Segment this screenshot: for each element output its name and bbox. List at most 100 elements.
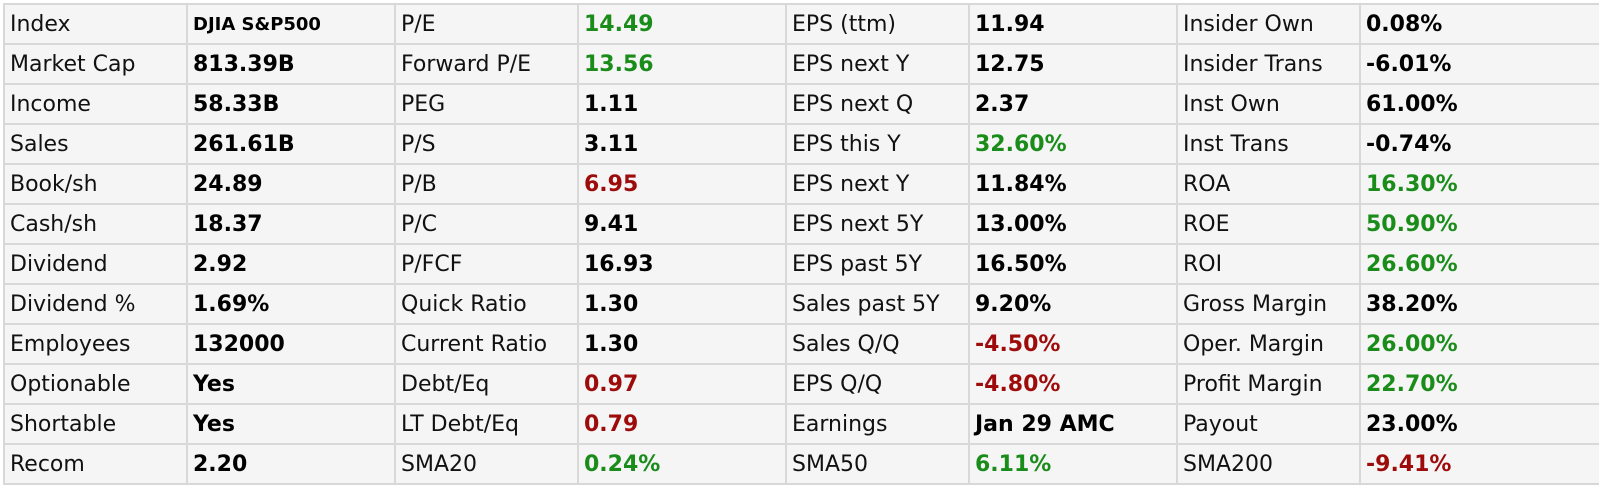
metric-label-recom: Recom [3, 443, 188, 485]
table-row: Index DJIA S&P500 P/E 14.49 EPS (ttm) 11.94 In… [3, 3, 1599, 45]
metric-value-p-c: 9.41 [577, 203, 787, 245]
metric-label-lt-debt-eq: LT Debt/Eq [394, 403, 579, 445]
metric-label-dividend: Dividend % [3, 283, 188, 325]
metric-value-sma50: 6.11% [968, 443, 1178, 485]
metric-label-debt-eq: Debt/Eq [394, 363, 579, 405]
metric-value-roi: 26.60% [1359, 243, 1599, 285]
metric-label-gross-margin: Gross Margin [1176, 283, 1361, 325]
metric-label-employees: Employees [3, 323, 188, 365]
metric-value-forward-p-e: 13.56 [577, 43, 787, 85]
table-row: Book/sh 24.89 P/B 6.95 EPS next Y 11.84% ROA 16… [3, 163, 1599, 205]
metric-value-payout: 23.00% [1359, 403, 1599, 445]
metric-label-payout: Payout [1176, 403, 1361, 445]
metric-value-p-b: 6.95 [577, 163, 787, 205]
metric-value-eps-ttm: 11.94 [968, 3, 1178, 45]
metric-value-sales: 261.61B [186, 123, 396, 165]
table-row: Optionable Yes Debt/Eq 0.97 EPS Q/Q -4.80% Pro… [3, 363, 1599, 405]
metric-label-eps-ttm: EPS (ttm) [785, 3, 970, 45]
table-row: Market Cap 813.39B Forward P/E 13.56 EPS nex… [3, 43, 1599, 85]
metric-value-index: DJIA S&P500 [186, 3, 396, 45]
metric-value-shortable: Yes [186, 403, 396, 445]
metric-value-optionable: Yes [186, 363, 396, 405]
table-row: Recom 2.20 SMA20 0.24% SMA50 6.11% SMA200 -9.41… [3, 443, 1599, 485]
metric-label-p-b: P/B [394, 163, 579, 205]
metric-value-sales-past-5y: 9.20% [968, 283, 1178, 325]
metric-label-peg: PEG [394, 83, 579, 125]
metric-value-sma20: 0.24% [577, 443, 787, 485]
metric-label-oper-margin: Oper. Margin [1176, 323, 1361, 365]
metric-value-lt-debt-eq: 0.79 [577, 403, 787, 445]
metric-label-market-cap: Market Cap [3, 43, 188, 85]
metric-value-insider-trans: -6.01% [1359, 43, 1599, 85]
metric-label-p-fcf: P/FCF [394, 243, 579, 285]
metric-label-eps-next-y: EPS next Y [785, 163, 970, 205]
table-row: Employees 132000 Current Ratio 1.30 Sales Q/… [3, 323, 1599, 365]
metric-label-p-e: P/E [394, 3, 579, 45]
metric-value-roa: 16.30% [1359, 163, 1599, 205]
metric-label-eps-next-q: EPS next Q [785, 83, 970, 125]
metric-label-cash-sh: Cash/sh [3, 203, 188, 245]
metric-label-earnings: Earnings [785, 403, 970, 445]
metric-value-sma200: -9.41% [1359, 443, 1599, 485]
table-row: Income 58.33B PEG 1.11 EPS next Q 2.37 Inst Ow… [3, 83, 1599, 125]
table-row: Dividend 2.92 P/FCF 16.93 EPS past 5Y 16.50% R… [3, 243, 1599, 285]
metric-value-eps-next-q: 2.37 [968, 83, 1178, 125]
metric-label-sales-past-5y: Sales past 5Y [785, 283, 970, 325]
metric-label-eps-q-q: EPS Q/Q [785, 363, 970, 405]
metric-label-eps-this-y: EPS this Y [785, 123, 970, 165]
metric-value-book-sh: 24.89 [186, 163, 396, 205]
metric-label-p-c: P/C [394, 203, 579, 245]
metric-value-eps-this-y: 32.60% [968, 123, 1178, 165]
metric-label-sma200: SMA200 [1176, 443, 1361, 485]
metric-label-quick-ratio: Quick Ratio [394, 283, 579, 325]
metric-value-p-e: 14.49 [577, 3, 787, 45]
metric-label-profit-margin: Profit Margin [1176, 363, 1361, 405]
metric-value-market-cap: 813.39B [186, 43, 396, 85]
metric-value-employees: 132000 [186, 323, 396, 365]
metric-label-sma20: SMA20 [394, 443, 579, 485]
metric-value-eps-next-y: 12.75 [968, 43, 1178, 85]
metric-value-inst-own: 61.00% [1359, 83, 1599, 125]
metric-value-gross-margin: 38.20% [1359, 283, 1599, 325]
metric-label-current-ratio: Current Ratio [394, 323, 579, 365]
metric-value-eps-next-y: 11.84% [968, 163, 1178, 205]
metric-label-roa: ROA [1176, 163, 1361, 205]
metric-value-recom: 2.20 [186, 443, 396, 485]
metric-label-forward-p-e: Forward P/E [394, 43, 579, 85]
metric-label-roe: ROE [1176, 203, 1361, 245]
metric-value-eps-past-5y: 16.50% [968, 243, 1178, 285]
metric-label-insider-trans: Insider Trans [1176, 43, 1361, 85]
metric-label-sales: Sales [3, 123, 188, 165]
metric-label-dividend: Dividend [3, 243, 188, 285]
metric-label-optionable: Optionable [3, 363, 188, 405]
metric-label-sales-q-q: Sales Q/Q [785, 323, 970, 365]
metric-value-dividend: 1.69% [186, 283, 396, 325]
metric-label-insider-own: Insider Own [1176, 3, 1361, 45]
metric-label-eps-next-y: EPS next Y [785, 43, 970, 85]
metric-label-income: Income [3, 83, 188, 125]
table-row: Cash/sh 18.37 P/C 9.41 EPS next 5Y 13.00% ROE 5… [3, 203, 1599, 245]
metric-value-eps-next-5y: 13.00% [968, 203, 1178, 245]
metric-label-roi: ROI [1176, 243, 1361, 285]
metric-value-peg: 1.11 [577, 83, 787, 125]
fundamentals-snapshot-table: Index DJIA S&P500 P/E 14.49 EPS (ttm) 11.94 In… [3, 3, 1599, 485]
metric-label-eps-next-5y: EPS next 5Y [785, 203, 970, 245]
table-row: Dividend % 1.69% Quick Ratio 1.30 Sales past… [3, 283, 1599, 325]
metric-value-sales-q-q: -4.50% [968, 323, 1178, 365]
metric-value-quick-ratio: 1.30 [577, 283, 787, 325]
metric-value-roe: 50.90% [1359, 203, 1599, 245]
metric-value-cash-sh: 18.37 [186, 203, 396, 245]
metric-value-current-ratio: 1.30 [577, 323, 787, 365]
metric-label-sma50: SMA50 [785, 443, 970, 485]
metric-value-eps-q-q: -4.80% [968, 363, 1178, 405]
metric-value-income: 58.33B [186, 83, 396, 125]
metric-value-profit-margin: 22.70% [1359, 363, 1599, 405]
metric-value-earnings: Jan 29 AMC [968, 403, 1178, 445]
metric-value-p-fcf: 16.93 [577, 243, 787, 285]
metric-value-insider-own: 0.08% [1359, 3, 1599, 45]
metric-value-dividend: 2.92 [186, 243, 396, 285]
snapshot-table-body: Index DJIA S&P500 P/E 14.49 EPS (ttm) 11.94 In… [3, 3, 1599, 485]
metric-label-eps-past-5y: EPS past 5Y [785, 243, 970, 285]
metric-label-shortable: Shortable [3, 403, 188, 445]
metric-label-inst-own: Inst Own [1176, 83, 1361, 125]
